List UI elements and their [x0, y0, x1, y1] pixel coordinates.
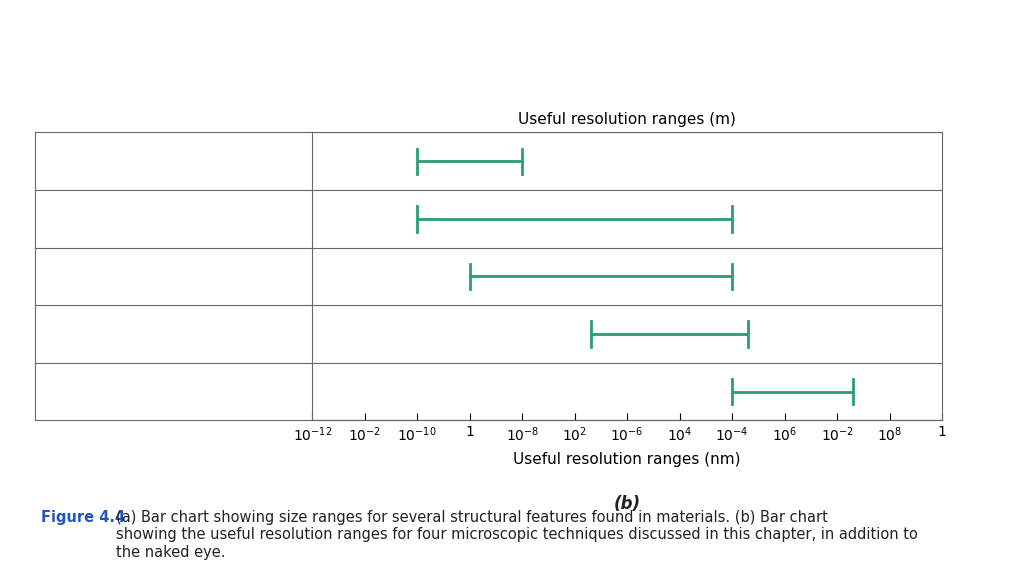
X-axis label: Useful resolution ranges (nm): Useful resolution ranges (nm) [513, 452, 741, 467]
Text: (a) Bar chart showing size ranges for several structural features found in mater: (a) Bar chart showing size ranges for se… [116, 510, 918, 559]
X-axis label: Useful resolution ranges (m): Useful resolution ranges (m) [518, 112, 736, 127]
Text: Figure 4.4: Figure 4.4 [41, 510, 125, 525]
Text: (b): (b) [613, 495, 641, 513]
